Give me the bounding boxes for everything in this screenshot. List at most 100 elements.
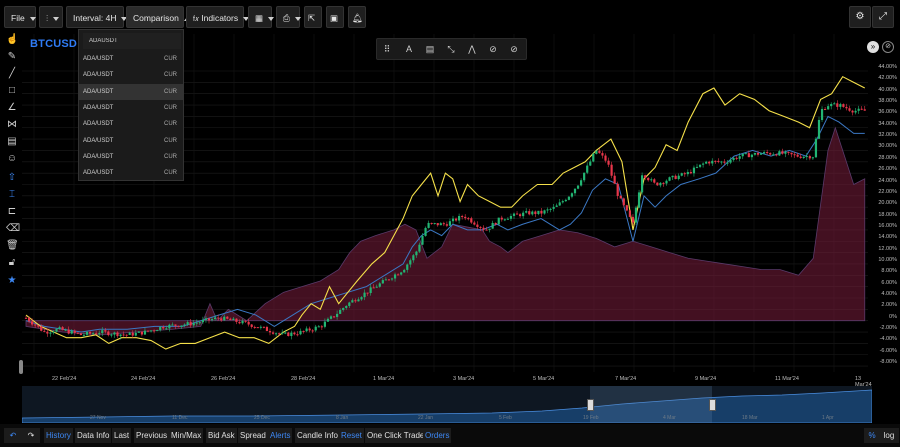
drawing-toolbar: ☝ ✎ ╱ □ ∠ ⋈ ▤ ☺ ⇧ ⌶ ⊏ ⌫ 🗑︎ 🔓︎ ★	[0, 34, 22, 292]
fullscreen-icon: ⤢	[879, 11, 887, 22]
navigator-label: 18 Mar	[742, 415, 758, 421]
bottom-orders-button[interactable]: Orders	[423, 428, 452, 443]
navigator-label: 11 Dec	[172, 415, 188, 421]
y-axis: 44.00% 42.00% 40.00% 38.00% 36.00% 34.00% 32.0…	[868, 64, 900, 372]
percent-toggle[interactable]: %	[864, 428, 880, 443]
file-menu-button[interactable]: File	[4, 6, 36, 28]
angle-icon[interactable]: ∠	[7, 102, 17, 113]
save-button[interactable]: ▣	[326, 6, 344, 28]
navigator-label: 19 Feb	[583, 415, 599, 421]
comparison-option[interactable]: ADA/USDT CUR	[79, 67, 183, 83]
table-icon[interactable]: ▤	[425, 44, 435, 54]
log-toggle[interactable]: log	[879, 428, 899, 443]
bottom-history-button[interactable]: History	[44, 428, 73, 443]
pattern-icon[interactable]: ⋈	[7, 119, 17, 130]
circle-slash-icon[interactable]: ⊘	[489, 44, 497, 54]
option-symbol: ADA/USDT	[83, 88, 114, 95]
option-tag: CUR	[164, 56, 177, 62]
hide-icon[interactable]: ⊘	[510, 44, 518, 54]
comparison-option[interactable]: ADA/USDT CUR	[79, 100, 183, 116]
y-axis-label: -6.00%	[879, 347, 897, 354]
y-axis-label: 8.00%	[881, 268, 897, 275]
option-tag: CUR	[164, 153, 177, 160]
bottom-min-max-button[interactable]: Min/Max	[169, 428, 204, 443]
x-axis-label: 1 Mar'24	[373, 376, 395, 382]
share-icon: ⇱	[308, 13, 316, 23]
indicators-label: Indicators	[201, 13, 239, 23]
y-axis-label: 36.00%	[878, 109, 897, 116]
comparison-option[interactable]: ADA/USDT CUR	[79, 165, 183, 181]
undo-icon[interactable]: ↶	[4, 428, 22, 443]
option-symbol: ADA/USDT	[83, 72, 114, 79]
bottom-candle-info-button[interactable]: Candle Info	[295, 428, 340, 443]
chart-type-button[interactable]: ⫶	[39, 6, 63, 28]
y-axis-label: 0%	[889, 313, 897, 320]
rectangle-icon[interactable]: □	[8, 85, 16, 96]
comparison-dropdown: ADA/USDTCURADA/USDTCURADA/USDTCURADA/USD…	[78, 29, 184, 181]
option-symbol: ADA/USDT	[83, 137, 114, 144]
layout-button[interactable]: ▦	[248, 6, 275, 28]
scroll-forward-icon[interactable]: »	[867, 41, 879, 53]
x-axis-label: 5 Mar'24	[533, 376, 555, 382]
bottom-reset-button[interactable]: Reset	[339, 428, 364, 443]
alert-button[interactable]: 🔔︎	[348, 6, 366, 28]
drag-handle-icon[interactable]: ⠿	[383, 44, 391, 54]
bottom-spread-button[interactable]: Spread	[238, 428, 268, 443]
star-icon[interactable]: ★	[7, 275, 17, 286]
unlock-icon[interactable]: 🔓︎	[8, 257, 16, 268]
print-button[interactable]: ⎙	[276, 6, 301, 28]
magnet-icon[interactable]: ⇧	[7, 172, 17, 183]
comparison-option[interactable]: ADA/USDT CUR	[79, 116, 183, 132]
emoji-icon[interactable]: ☺	[6, 153, 18, 164]
bottom-last-button[interactable]: Last	[112, 428, 132, 443]
comparison-option[interactable]: ADA/USDT CUR	[79, 133, 183, 149]
y-axis-label: -2.00%	[879, 325, 897, 332]
lock-drawing-icon[interactable]: ⌶	[9, 189, 15, 200]
x-axis-label: 22 Feb'24	[52, 376, 77, 382]
option-tag: CUR	[164, 72, 177, 79]
path-icon[interactable]: ⋀	[468, 44, 476, 54]
eraser-icon[interactable]: ⌫	[6, 223, 21, 234]
navigator-label: 1 Apr	[822, 415, 834, 421]
trash-icon[interactable]: 🗑︎	[6, 240, 19, 251]
trend-line-icon[interactable]: ⤡	[447, 44, 455, 54]
brush-icon[interactable]: ✎	[7, 51, 17, 62]
ruler-icon[interactable]: ⊏	[7, 206, 17, 217]
comparison-option[interactable]: ADA/USDT CUR	[79, 149, 183, 165]
chart-scrollbar[interactable]	[19, 360, 23, 374]
navigator-label: 8 Jan	[336, 415, 349, 421]
comparison-search-input[interactable]	[83, 33, 181, 49]
redo-icon[interactable]: ↷	[22, 428, 40, 443]
navigator-right-handle[interactable]	[709, 399, 716, 411]
line-icon[interactable]: ╱	[8, 68, 16, 79]
interval-button[interactable]: Interval: 4H	[66, 6, 128, 28]
navigator-label: 4 Mar	[663, 415, 676, 421]
comparison-option[interactable]: ADA/USDT CUR	[79, 51, 183, 67]
fullscreen-button[interactable]: ⤢	[872, 6, 894, 28]
y-axis-label: 26.00%	[878, 166, 897, 173]
bottom-one-click-trade-button[interactable]: One Click Trade	[365, 428, 427, 443]
indicators-button[interactable]: f𝑥 Indicators	[186, 6, 250, 28]
settings-button[interactable]: ⚙	[849, 6, 871, 28]
pointer-icon[interactable]: ☝	[6, 34, 19, 45]
y-axis-label: 32.00%	[878, 132, 897, 139]
navigator[interactable]: 27 Nov 11 Dec 25 Dec 8 Jan 22 Jan 5 Feb 19 Feb…	[21, 386, 873, 424]
bottom-toolbar: ↶ ↷ History Data Info Last Previous Min/Max B…	[0, 424, 900, 447]
navigator-label: 27 Nov	[90, 415, 106, 421]
comparison-option[interactable]: ADA/USDT CUR	[79, 83, 183, 100]
comparison-button[interactable]: Comparison	[126, 6, 190, 28]
y-axis-label: 20.00%	[878, 200, 897, 207]
save-icon: ▣	[330, 13, 339, 23]
y-axis-label: 38.00%	[878, 98, 897, 105]
bottom-bid-ask-button[interactable]: Bid Ask	[206, 428, 237, 443]
bottom-previous-button[interactable]: Previous	[134, 428, 170, 443]
bottom-data-info-button[interactable]: Data Info	[75, 428, 112, 443]
option-tag: CUR	[164, 88, 177, 95]
navigator-left-handle[interactable]	[587, 399, 594, 411]
zoom-reset-icon[interactable]: ⊘	[882, 41, 894, 53]
file-label: File	[11, 13, 25, 23]
bottom-alerts-button[interactable]: Alerts	[268, 428, 293, 443]
share-button[interactable]: ⇱	[304, 6, 322, 28]
text-tool-icon[interactable]: A	[405, 44, 412, 54]
fibonacci-icon[interactable]: ▤	[7, 136, 17, 147]
